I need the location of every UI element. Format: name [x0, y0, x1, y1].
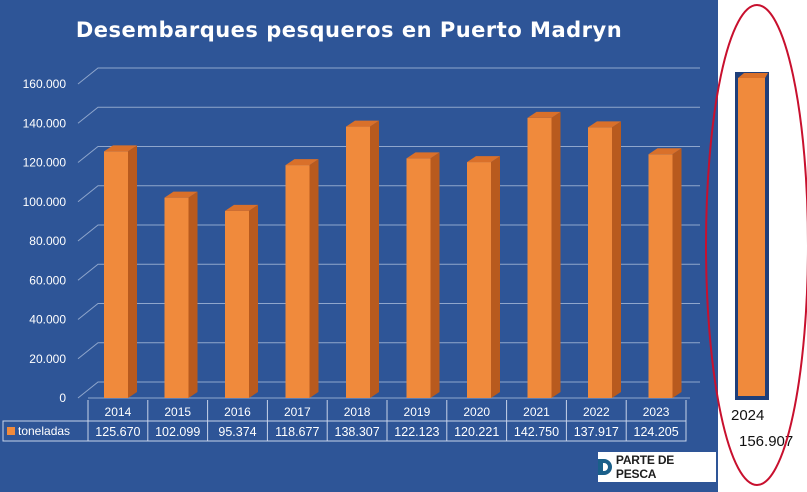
data-table-value: 118.677 [275, 425, 319, 439]
x-tick-label: 2018 [344, 405, 371, 419]
y-tick-label: 80.000 [29, 234, 66, 248]
x-tick-label: 2021 [523, 405, 550, 419]
logo-text: PARTE DE PESCA [615, 453, 675, 481]
bar-2021 [527, 117, 552, 399]
bar-2014 [104, 151, 128, 398]
bar-2019 [406, 158, 431, 398]
y-tick-label: 60.000 [29, 273, 66, 287]
bar-side-2015 [188, 191, 198, 398]
bar-2015 [164, 197, 189, 398]
data-table-value: 125.670 [95, 425, 140, 439]
data-table-value: 137.917 [574, 425, 619, 439]
highlight-ellipse [705, 4, 807, 486]
bar-2022 [588, 127, 612, 398]
bar-top-2020 [467, 156, 500, 163]
x-tick-label: 2022 [583, 405, 610, 419]
x-tick-label: 2017 [284, 405, 311, 419]
gridline [77, 67, 700, 85]
parte-de-pesca-logo: PARTE DE PESCA [598, 452, 716, 482]
inset-category-label: 2024 [731, 407, 764, 424]
y-tick-label: 160.000 [23, 77, 67, 91]
bar-side-2019 [430, 152, 440, 398]
bar-top-2016 [225, 204, 258, 211]
legend-label: toneladas [18, 424, 70, 438]
legend-swatch [7, 427, 15, 435]
logo-mark-icon [598, 459, 612, 475]
y-tick-label: 140.000 [23, 116, 67, 130]
gridline [77, 106, 700, 124]
bar-top-2017 [285, 159, 319, 166]
y-tick-label: 120.000 [23, 156, 67, 170]
bar-side-2022 [612, 121, 621, 398]
x-tick-label: 2014 [105, 405, 132, 419]
bar-top-2021 [527, 111, 561, 118]
bar-2016 [225, 210, 249, 398]
x-tick-label: 2016 [224, 405, 251, 419]
bar-top-2023 [648, 148, 682, 155]
bar-top-2014 [104, 145, 137, 152]
data-table-value: 102.099 [155, 425, 200, 439]
bar-side-2017 [309, 159, 319, 398]
bar-top-2022 [588, 121, 621, 128]
y-tick-label: 20.000 [29, 352, 66, 366]
bar-side-2021 [551, 111, 561, 399]
bar-2018 [346, 126, 370, 398]
inset-value-label: 156.907 [739, 433, 793, 450]
bar-2023 [648, 154, 673, 398]
bar-top-2018 [346, 120, 379, 127]
data-table-value: 120.221 [454, 425, 499, 439]
y-tick-label: 0 [59, 391, 66, 405]
bar-2017 [285, 165, 310, 398]
bar-top-2024 [738, 73, 768, 78]
x-tick-label: 2015 [164, 405, 191, 419]
bar-2020 [467, 162, 491, 398]
bar-side-2018 [370, 120, 379, 398]
bar-top-2015 [164, 191, 198, 198]
x-tick-label: 2020 [463, 405, 490, 419]
gridline [77, 146, 700, 163]
y-tick-label: 40.000 [29, 313, 66, 327]
data-table-value: 124.205 [634, 425, 679, 439]
x-tick-label: 2023 [643, 405, 670, 419]
data-table-value: 95.374 [218, 425, 256, 439]
data-table-value: 122.123 [394, 425, 439, 439]
data-table-value: 142.750 [514, 425, 559, 439]
y-tick-label: 100.000 [23, 195, 67, 209]
bar-side-2016 [249, 204, 258, 398]
bar-side-2020 [491, 156, 500, 398]
bar-2024 [738, 78, 765, 396]
bar-side-2014 [128, 145, 137, 398]
x-tick-label: 2019 [404, 405, 431, 419]
bar-side-2023 [672, 148, 682, 398]
bar-top-2019 [406, 152, 440, 159]
chart-title: Desembarques pesqueros en Puerto Madryn [76, 18, 622, 42]
data-table-value: 138.307 [335, 425, 380, 439]
